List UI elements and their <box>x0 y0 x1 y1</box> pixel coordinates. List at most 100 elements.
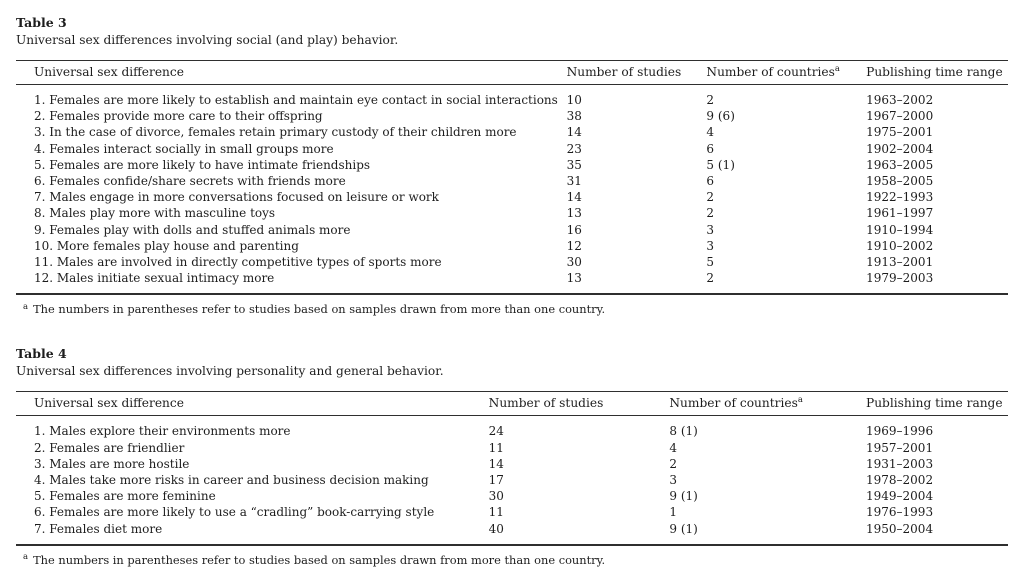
table-cell: 8 (1) <box>669 424 698 439</box>
table-cell: 40 <box>488 521 504 536</box>
table-cell: 31 <box>566 174 582 189</box>
table-row: 8. Males play more with masculine toys 13… <box>16 205 1008 221</box>
table3-caption: Universal sex differences involving soci… <box>16 33 399 47</box>
table-cell: 13 <box>566 206 582 221</box>
table-row: 12. Males initiate sexual intimacy more 1… <box>16 270 1008 294</box>
table-row: 10. More females play house and parentin… <box>16 238 1008 254</box>
table-cell: 7. Females diet more <box>34 521 163 536</box>
table-cell: 11 <box>488 440 504 455</box>
table-cell: 11. Males are involved in directly compe… <box>34 255 442 270</box>
table-cell: 5. Females are more feminine <box>34 489 216 504</box>
table-row: 4. Males take more risks in career and b… <box>16 472 1008 488</box>
column-header-number-of-studies: Number of studies <box>566 60 707 85</box>
footnote-marker-superscript: a <box>834 63 840 74</box>
table-row: 2. Females provide more care to their of… <box>16 108 1008 124</box>
table-cell: 1978–2002 <box>866 473 934 488</box>
table-cell: 10 <box>566 93 582 107</box>
column-header-sex-difference: Universal sex difference <box>16 391 489 417</box>
table-cell: 4. Males take more risks in career and b… <box>34 473 429 488</box>
table4-label: Table 4 <box>16 346 67 362</box>
table-cell: 5. Females are more likely to have intim… <box>34 157 371 172</box>
table-cell: 13 <box>566 271 582 286</box>
table-row: 7. Males engage in more conversations fo… <box>16 189 1008 205</box>
table-cell: 12 <box>566 238 582 253</box>
column-header-countries-text: Number of countries <box>706 65 835 79</box>
table-cell: 2 <box>706 271 715 286</box>
table-cell: 1922–1993 <box>866 190 934 205</box>
table-row: 11. Males are involved in directly compe… <box>16 254 1008 270</box>
table-cell: 3. Males are more hostile <box>34 456 190 471</box>
table-cell: 30 <box>488 489 504 504</box>
table-cell: 1902–2004 <box>866 141 934 156</box>
table-cell: 17 <box>488 473 504 488</box>
table-row: 3. Males are more hostile 14 2 1931–2003 <box>16 456 1008 472</box>
table-cell: 1963–2002 <box>866 93 934 107</box>
table-cell: 2. Females are friendlier <box>34 440 185 455</box>
table3: Universal sex difference Number of studi… <box>16 60 1008 296</box>
table-cell: 2 <box>706 206 715 221</box>
table-row: 6. Females confide/share secrets with fr… <box>16 173 1008 189</box>
table3-header-row: Universal sex difference Number of studi… <box>16 60 1008 85</box>
table-cell: 2 <box>706 93 715 107</box>
table-cell: 23 <box>566 141 582 156</box>
table-cell: 9 (6) <box>706 109 735 124</box>
table-cell: 4 <box>706 125 715 140</box>
table-cell: 10. More females play house and parentin… <box>34 238 299 253</box>
column-header-number-of-countries: Number of countriesa <box>669 391 866 417</box>
table-cell: 2. Females provide more care to their of… <box>34 109 323 124</box>
table-cell: 1931–2003 <box>866 456 934 471</box>
table-cell: 6 <box>706 174 715 189</box>
table-row: 9. Females play with dolls and stuffed a… <box>16 222 1008 238</box>
table-cell: 5 (1) <box>706 157 735 172</box>
table-cell: 3 <box>706 238 715 253</box>
table-cell: 14 <box>488 456 504 471</box>
table-cell: 14 <box>566 125 582 140</box>
table-row: 4. Females interact socially in small gr… <box>16 141 1008 157</box>
table-row: 5. Females are more feminine 30 9 (1) 1949–… <box>16 488 1008 504</box>
table-cell: 1963–2005 <box>866 157 934 172</box>
table-cell: 16 <box>566 222 582 237</box>
table-cell: 4 <box>669 440 678 455</box>
table-cell: 1949–2004 <box>866 489 934 504</box>
footnote-text: The numbers in parentheses refer to stud… <box>33 552 606 567</box>
table-cell: 24 <box>488 424 504 439</box>
table-cell: 1967–2000 <box>866 109 934 124</box>
table-row: 3. In the case of divorce, females retai… <box>16 124 1008 140</box>
table-row: 5. Females are more likely to have intim… <box>16 157 1008 173</box>
footnote-marker: a <box>23 552 29 563</box>
column-header-publishing-time-range: Publishing time range <box>866 391 1008 417</box>
table-cell: 30 <box>566 255 582 270</box>
table-cell: 9 (1) <box>669 521 698 536</box>
table-cell: 8. Males play more with masculine toys <box>34 206 276 221</box>
table-cell: 12. Males initiate sexual intimacy more <box>34 271 275 286</box>
table4-header-row: Universal sex difference Number of studi… <box>16 391 1008 417</box>
table4: Universal sex difference Number of studi… <box>16 391 1008 546</box>
table-row: 1. Males explore their environments more… <box>16 416 1008 440</box>
column-header-countries-text: Number of countries <box>669 396 798 411</box>
table-cell: 6. Females are more likely to use a “cra… <box>34 505 435 520</box>
table-cell: 35 <box>566 157 582 172</box>
footnote-text: The numbers in parentheses refer to stud… <box>33 302 606 317</box>
table-cell: 1961–1997 <box>866 206 934 221</box>
table3-footnote: a The numbers in parentheses refer to stu… <box>23 302 1008 316</box>
table-cell: 2 <box>669 456 678 471</box>
table-cell: 1975–2001 <box>866 125 934 140</box>
table-cell: 1958–2005 <box>866 174 934 189</box>
column-header-number-of-studies: Number of studies <box>488 391 670 417</box>
table-cell: 6 <box>706 141 715 156</box>
table-cell: 7. Males engage in more conversations fo… <box>34 190 439 205</box>
table-cell: 9. Females play with dolls and stuffed a… <box>34 222 351 237</box>
table4-body: 1. Males explore their environments more… <box>16 416 1008 545</box>
table4-caption: Universal sex differences involving pers… <box>16 364 444 379</box>
table-cell: 1 <box>669 505 678 520</box>
column-header-number-of-countries: Number of countriesa <box>706 60 867 85</box>
table-cell: 1979–2003 <box>866 271 934 286</box>
table-cell: 3 <box>669 473 678 488</box>
table-row: 1. Females are more likely to establish … <box>16 85 1008 109</box>
footnote-marker-superscript: a <box>797 395 803 406</box>
table-row: 7. Females diet more 40 9 (1) 1950–2004 <box>16 521 1008 545</box>
table3-label: Table 3 <box>16 15 67 30</box>
table-cell: 3. In the case of divorce, females retai… <box>34 125 517 140</box>
table-cell: 1976–1993 <box>866 505 934 520</box>
column-header-publishing-time-range: Publishing time range <box>866 60 1008 85</box>
